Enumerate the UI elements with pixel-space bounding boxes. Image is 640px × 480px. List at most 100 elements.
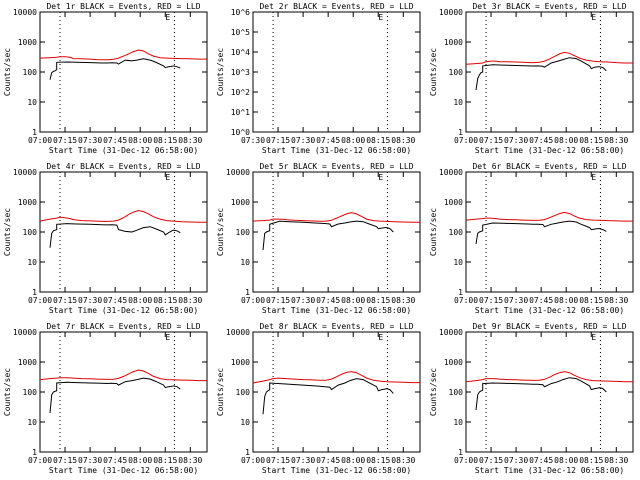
panel-5r-ytick-label: 10 (240, 258, 250, 267)
panel-3r-xtick-label: 08:15 (579, 136, 603, 145)
panel-6r-xtick-label: 07:45 (529, 296, 553, 305)
panel-8r-lld-series-line (252, 371, 420, 384)
panel-6r-lld-series-line (465, 211, 633, 222)
panel-5r-marker-label: E (378, 173, 383, 182)
panel-9r-ytick-label: 10000 (439, 328, 463, 337)
panel-7r-ytick-label: 10000 (13, 328, 37, 337)
panel-5r-ytick-label: 1000 (231, 198, 250, 207)
panel-3r-ytick-label: 1000 (444, 38, 463, 47)
panel-9r-frame (465, 331, 634, 453)
panel-1r-ytick-label: 10000 (13, 8, 37, 17)
panel-6r-ytick-label: 10 (453, 258, 463, 267)
panel-4r-xtick-label: 08:15 (153, 296, 177, 305)
panel-3r-ytick-label: 100 (449, 68, 464, 77)
panel-6r-title: Det 6r BLACK = Events, RED = LLD (472, 162, 626, 171)
panel-9r-ytick-label: 1000 (444, 358, 463, 367)
panel-6r-events-series-line (475, 220, 607, 244)
panel-9r-xtick-label: 07:00 (454, 456, 478, 465)
panel-2r-xtick-label: 07:45 (316, 136, 340, 145)
panel-5r-xtick-label: 08:15 (366, 296, 390, 305)
panel-3r-xtick-label: 07:30 (504, 136, 528, 145)
panel-6r-ytick-label: 10000 (439, 168, 463, 177)
panel-8r-ytick-label: 10 (240, 418, 250, 427)
panel-2r-ytick-label: 10^4 (231, 48, 250, 57)
panel-5r-xlabel: Start Time (31-Dec-12 06:58:00) (262, 306, 411, 315)
panel-1r-ytick-label: 1 (32, 128, 37, 137)
panel-2r-ytick-label: 10^0 (231, 128, 250, 137)
panel-1r-title: Det 1r BLACK = Events, RED = LLD (46, 2, 200, 11)
panel-6r-marker-label: E (591, 173, 596, 182)
panel-6r-ytick-label: 1000 (444, 198, 463, 207)
panel-1r-xtick-label: 08:00 (128, 136, 152, 145)
panel-8r-xtick-label: 07:30 (291, 456, 315, 465)
panel-7r-xtick-label: 07:00 (28, 456, 52, 465)
panel-7r-xtick-label: 08:30 (178, 456, 202, 465)
panel-5r-ytick-label: 1 (245, 288, 250, 297)
panel-3r-xlabel: Start Time (31-Dec-12 06:58:00) (475, 146, 624, 155)
panel-2r-marker-label: E (378, 13, 383, 22)
panel-5r-ylabel: Counts/sec (216, 208, 225, 256)
panel-5r-xtick-label: 07:15 (266, 296, 290, 305)
panel-1r-ytick-label: 100 (23, 68, 38, 77)
panel-4r-xtick-label: 07:45 (103, 296, 127, 305)
panel-4r-marker-label: E (165, 173, 170, 182)
panel-4r-ytick-label: 100 (23, 228, 38, 237)
panel-2r-xtick-label: 07:30 (241, 136, 265, 145)
panel-4r-ytick-label: 1000 (18, 198, 37, 207)
panel-2r-ytick-label: 10^5 (231, 28, 250, 37)
panel-6r-ytick-label: 100 (449, 228, 464, 237)
panel-9r-xtick-label: 08:15 (579, 456, 603, 465)
panel-7r-ytick-label: 1000 (18, 358, 37, 367)
panel-6r-xlabel: Start Time (31-Dec-12 06:58:00) (475, 306, 624, 315)
panel-6r-frame (465, 171, 634, 293)
panel-2r-xtick-label: 08:00 (341, 136, 365, 145)
panel-6r-xtick-label: 07:30 (504, 296, 528, 305)
panel-9r-xlabel: Start Time (31-Dec-12 06:58:00) (475, 466, 624, 475)
panel-9r-xtick-label: 07:15 (479, 456, 503, 465)
panel-1r-lld-series-line (39, 49, 207, 61)
panel-4r-ylabel: Counts/sec (3, 208, 12, 256)
panel-3r-ytick-label: 1 (458, 128, 463, 137)
panel-5r-lld-series-line (252, 212, 420, 223)
panel-9r-events-series-line (475, 377, 607, 411)
panel-2r-xlabel: Start Time (31-Dec-12 06:58:00) (262, 146, 411, 155)
panel-2r-title: Det 2r BLACK = Events, RED = LLD (259, 2, 413, 11)
panel-2r-ytick-label: 10^6 (231, 8, 250, 17)
panel-2r-ylabel: Counts/sec (216, 48, 225, 96)
panel-7r-ytick-label: 1 (32, 448, 37, 457)
panel-7r-title: Det 7r BLACK = Events, RED = LLD (46, 322, 200, 331)
panel-6r-xtick-label: 08:00 (554, 296, 578, 305)
panel-1r-marker-label: E (165, 13, 170, 22)
panel-5r-events-series-line (262, 220, 394, 251)
panel-1r-xtick-label: 08:30 (178, 136, 202, 145)
panel-1r-xtick-label: 08:15 (153, 136, 177, 145)
panel-8r-title: Det 8r BLACK = Events, RED = LLD (259, 322, 413, 331)
panel-8r-xtick-label: 07:45 (316, 456, 340, 465)
panel-1r-ytick-label: 10 (27, 98, 37, 107)
panel-3r-marker-label: E (591, 13, 596, 22)
panel-8r-xlabel: Start Time (31-Dec-12 06:58:00) (262, 466, 411, 475)
panel-1r-xtick-label: 07:45 (103, 136, 127, 145)
panel-8r-frame (252, 331, 421, 453)
panel-5r-xtick-label: 08:30 (391, 296, 415, 305)
panel-7r-frame (39, 331, 208, 453)
panel-7r-xtick-label: 08:00 (128, 456, 152, 465)
panel-8r-ytick-label: 10000 (226, 328, 250, 337)
panel-1r-frame (39, 11, 208, 133)
panel-1r-xtick-label: 07:00 (28, 136, 52, 145)
panel-3r-xtick-label: 07:15 (479, 136, 503, 145)
panel-4r-xtick-label: 08:30 (178, 296, 202, 305)
panel-8r-ytick-label: 1 (245, 448, 250, 457)
panel-4r-xtick-label: 07:30 (78, 296, 102, 305)
panel-4r-xlabel: Start Time (31-Dec-12 06:58:00) (49, 306, 198, 315)
panel-1r-xtick-label: 07:30 (78, 136, 102, 145)
panel-2r-ytick-label: 10^2 (231, 88, 250, 97)
panel-4r-frame (39, 171, 208, 293)
panel-5r-ytick-label: 100 (236, 228, 251, 237)
panel-2r-xtick-label: 08:15 (366, 136, 390, 145)
panel-9r-lld-series-line (465, 371, 633, 383)
panel-5r-title: Det 5r BLACK = Events, RED = LLD (259, 162, 413, 171)
panel-3r-title: Det 3r BLACK = Events, RED = LLD (472, 2, 626, 11)
panel-9r-xtick-label: 07:45 (529, 456, 553, 465)
